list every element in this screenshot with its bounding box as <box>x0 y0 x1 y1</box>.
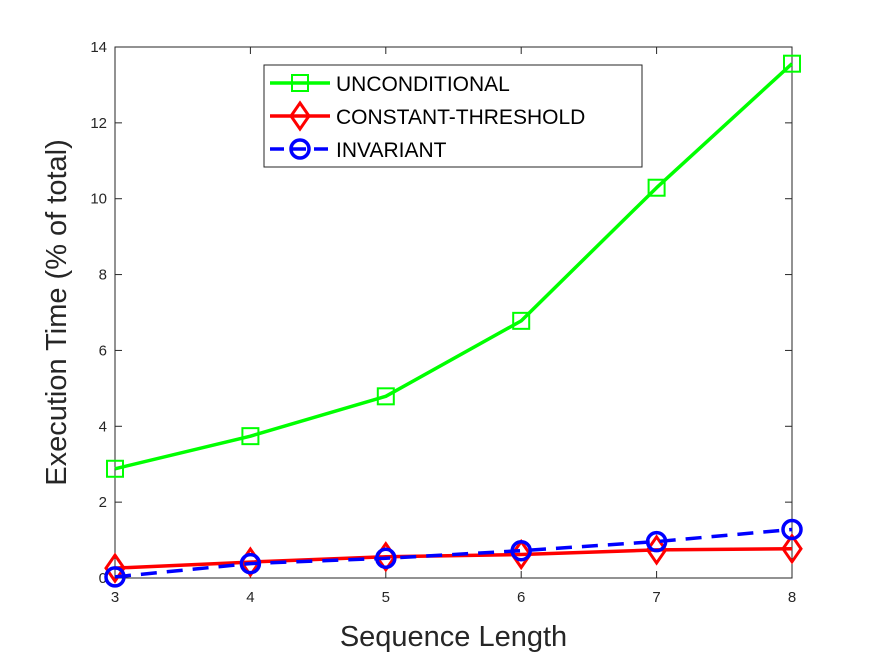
data-point <box>104 566 126 588</box>
y-tick-label: 2 <box>99 494 107 511</box>
data-point <box>104 552 126 584</box>
legend-item: CONSTANT-THRESHOLD <box>270 100 585 132</box>
x-axis-label: Sequence Length <box>340 621 567 653</box>
data-point <box>645 534 668 566</box>
data-point <box>376 387 395 406</box>
legend-label: INVARIANT <box>336 139 447 162</box>
data-point <box>375 547 397 570</box>
x-tick-label: 5 <box>382 589 390 606</box>
y-tick-label: 8 <box>99 267 107 284</box>
legend-item: INVARIANT <box>270 138 447 162</box>
y-tick-label: 10 <box>90 191 107 208</box>
series-unconditional <box>106 54 801 478</box>
y-tick-label: 6 <box>99 342 107 359</box>
x-tick-label: 7 <box>652 589 660 606</box>
data-point <box>512 311 531 330</box>
series-line <box>114 62 794 471</box>
data-point <box>645 530 668 553</box>
y-tick-label: 14 <box>90 39 107 56</box>
y-axis-label: Execution Time (% of total) <box>41 139 73 486</box>
data-point <box>510 539 532 562</box>
data-point <box>106 459 124 478</box>
y-tick-label: 4 <box>99 418 107 435</box>
legend-marker <box>289 138 311 160</box>
legend-marker <box>291 74 309 92</box>
data-point <box>239 552 262 575</box>
series-layer <box>104 54 803 588</box>
legend-item: UNCONDITIONAL <box>270 73 510 96</box>
legend-marker <box>289 100 311 132</box>
y-tick-label: 12 <box>90 115 107 132</box>
data-point <box>241 427 260 446</box>
x-tick-label: 8 <box>788 589 796 606</box>
x-tick-label: 3 <box>111 589 119 606</box>
series-invariant <box>104 518 803 588</box>
data-point <box>781 518 803 541</box>
data-point <box>783 54 801 73</box>
legend-label: UNCONDITIONAL <box>336 73 510 96</box>
legend: UNCONDITIONAL CONSTANT-THRESHOLD INVARIANT <box>263 64 643 168</box>
x-tick-label: 4 <box>246 589 254 606</box>
series-line <box>114 527 793 579</box>
data-point <box>647 178 666 197</box>
y-tick-label: 0 <box>99 570 107 587</box>
legend-label: CONSTANT-THRESHOLD <box>336 106 585 129</box>
x-tick-label: 6 <box>517 589 525 606</box>
axis-ticks: 3 4 5 6 7 8 0 2 4 6 8 10 12 14 <box>90 39 796 606</box>
data-point <box>781 533 803 565</box>
